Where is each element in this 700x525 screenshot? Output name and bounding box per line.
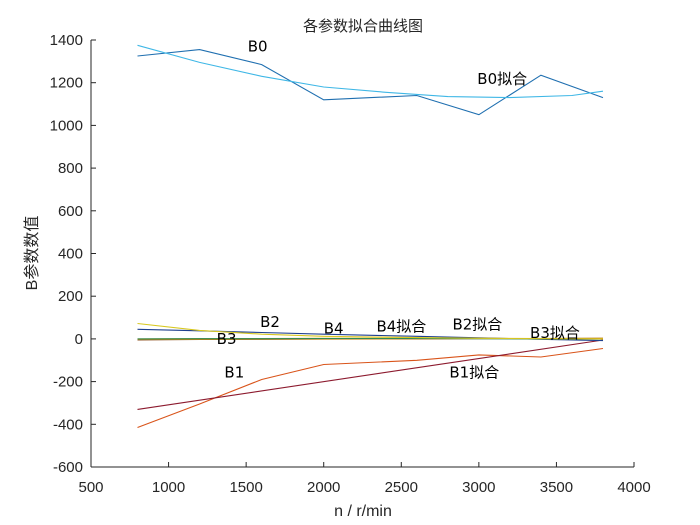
y-tick-label: 400 [58,246,83,263]
series-line-B0 [137,49,604,116]
annotation-label: B4拟合 [376,317,426,335]
x-tick-label: 2500 [385,479,418,496]
x-axis-title: n / r/min [334,503,392,520]
series-line-B0拟合 [137,44,604,99]
annotation-label: B3 [217,330,237,348]
chart-title: 各参数拟合曲线图 [303,17,423,35]
y-tick-label: 0 [75,331,83,348]
y-tick-label: 1000 [50,117,83,134]
x-tick-label: 1000 [152,479,185,496]
x-tick-label: 500 [78,479,103,496]
y-tick-label: -400 [53,416,83,433]
y-tick-label: 1400 [50,32,83,49]
annotation-label: B1拟合 [449,363,499,381]
plot-area: 500 1000 1500 2000 2500 3000 3500 4000-600-400-… [50,32,651,496]
x-tick-label: 3000 [462,479,495,496]
annotation-label: B3拟合 [530,324,580,342]
annotation-label: B2拟合 [452,315,502,333]
y-axis-title: B参数数值 [23,216,41,291]
x-tick-label: 3500 [540,479,573,496]
x-tick-label: 2000 [307,479,340,496]
annotation-label: B2 [260,313,280,331]
x-tick-label: 1500 [229,479,262,496]
annotation-label: B0 [248,38,268,56]
annotation-label: B1 [224,363,244,381]
series-line-B1拟合 [137,339,604,410]
annotation-label: B0拟合 [477,70,527,88]
x-tick-label: 4000 [617,479,650,496]
y-tick-label: 200 [58,288,83,305]
annotation-label: B4 [324,320,344,338]
y-tick-label: -200 [53,374,83,391]
series-line-B1 [137,347,604,429]
y-tick-label: 600 [58,203,83,220]
y-tick-label: 1200 [50,75,83,92]
y-tick-label: 800 [58,160,83,177]
y-tick-label: -600 [53,459,83,476]
series-line-B4拟合 [137,322,604,340]
